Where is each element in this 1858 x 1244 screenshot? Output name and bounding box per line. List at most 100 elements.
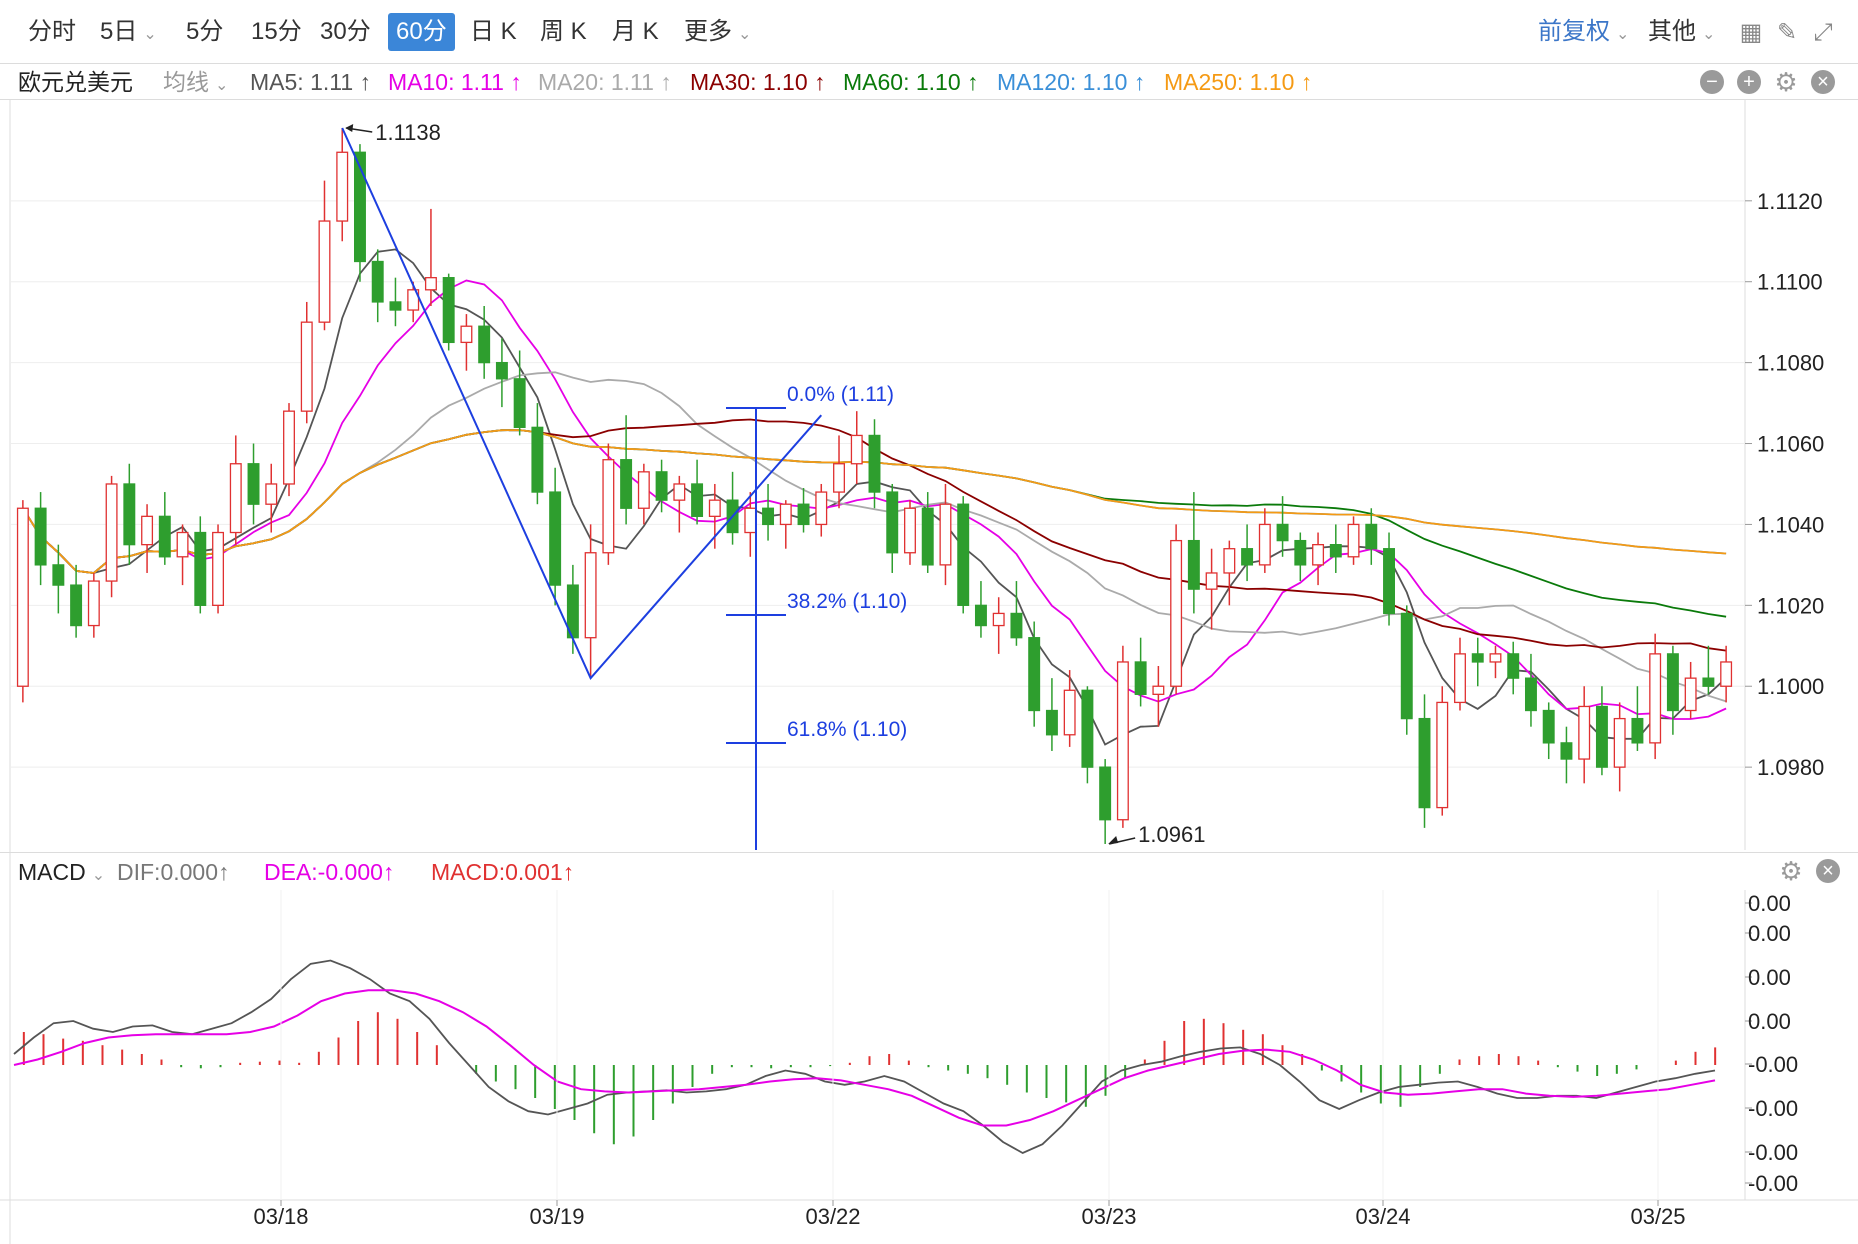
adjust-dropdown[interactable]: 前复权 ⌄ bbox=[1538, 13, 1629, 51]
candle-body bbox=[1702, 677, 1715, 687]
candle-body bbox=[1045, 709, 1058, 736]
price-tick-label: 1.1040 bbox=[1757, 512, 1824, 537]
candlestick-series bbox=[16, 128, 1733, 844]
macd-tick-label: -0.00 bbox=[1748, 1096, 1798, 1121]
low-arrow bbox=[1108, 837, 1136, 845]
candle-body bbox=[1152, 685, 1165, 695]
low-arrowhead bbox=[1108, 836, 1119, 844]
period-tab[interactable]: 30分 bbox=[312, 13, 379, 51]
candle-body bbox=[1631, 717, 1644, 744]
candle-body bbox=[1649, 653, 1662, 744]
candle-body bbox=[407, 289, 420, 311]
candle-body bbox=[549, 491, 562, 586]
ma-legend-item[interactable]: MA30: 1.10 ↑ bbox=[690, 69, 826, 95]
candle-body bbox=[1365, 523, 1378, 550]
candle-body bbox=[1276, 523, 1289, 542]
candle-body bbox=[1063, 689, 1076, 736]
candle-body bbox=[1099, 766, 1112, 821]
draw-pen-icon[interactable]: ✎ bbox=[1776, 19, 1798, 46]
candle-body bbox=[1436, 701, 1449, 809]
fib-level-label: 61.8% (1.10) bbox=[787, 718, 907, 741]
candle-body bbox=[229, 463, 242, 534]
candle-body bbox=[1294, 539, 1307, 566]
macd-settings-icon[interactable]: ⚙ bbox=[1779, 856, 1803, 886]
macd-legend-bar: MACD ⌄ DIF:0.000↑ DEA:-0.000↑ MACD:0.001↑ bbox=[0, 852, 1858, 890]
grid-icon[interactable]: ▦ bbox=[1739, 19, 1763, 46]
period-tab[interactable]: 周 K bbox=[532, 13, 595, 51]
candle-body bbox=[797, 503, 810, 526]
candle-body bbox=[939, 503, 952, 566]
zoom-in-icon[interactable]: + bbox=[1737, 70, 1761, 94]
gridlines bbox=[10, 200, 1745, 768]
chevron-down-icon: ⌄ bbox=[215, 77, 229, 94]
price-tick-label: 1.1080 bbox=[1757, 351, 1824, 376]
macd-tick-label: 0.00 bbox=[1748, 891, 1791, 916]
other-dropdown[interactable]: 其他 ⌄ bbox=[1648, 13, 1715, 51]
time-tick-label: 03/25 bbox=[1630, 1204, 1685, 1229]
period-tab-label: 分时 bbox=[28, 18, 76, 45]
candle-body bbox=[87, 580, 100, 627]
candle-body bbox=[1010, 612, 1023, 639]
candle-body bbox=[531, 426, 544, 493]
time-tick-label: 03/18 bbox=[253, 1204, 308, 1229]
ma-legend-bar: 欧元兑美元 均线 ⌄ MA5: 1.11 ↑ MA10: 1.11 ↑ MA20: 1… bbox=[0, 64, 1858, 100]
macd-title-label: MACD bbox=[18, 859, 86, 885]
high-label: 1.1138 bbox=[375, 120, 441, 145]
candle-body bbox=[1507, 653, 1520, 679]
ma-legend-item[interactable]: MA250: 1.10 ↑ bbox=[1164, 69, 1313, 95]
high-arrow bbox=[346, 127, 373, 133]
period-tab[interactable]: 15分 bbox=[243, 13, 310, 51]
ma5-line bbox=[22, 248, 1727, 746]
candle-body bbox=[1134, 661, 1147, 695]
chevron-down-icon: ⌄ bbox=[738, 26, 752, 43]
candle-body bbox=[1329, 544, 1342, 558]
dea-line bbox=[13, 989, 1716, 1127]
candle-body bbox=[1028, 637, 1041, 712]
candle-body bbox=[744, 507, 757, 534]
ma-legend-item[interactable]: MA60: 1.10 ↑ bbox=[843, 69, 979, 95]
ma20-line bbox=[22, 371, 1727, 703]
ma-legend-item[interactable]: MA120: 1.10 ↑ bbox=[997, 69, 1146, 95]
candle-body bbox=[1258, 523, 1271, 566]
macd-title[interactable]: MACD ⌄ bbox=[18, 853, 105, 895]
macd-close-icon[interactable]: × bbox=[1816, 859, 1840, 883]
period-tab-label: 5分 bbox=[186, 18, 224, 45]
ma-type-dropdown[interactable]: 均线 ⌄ bbox=[163, 64, 228, 104]
period-tab[interactable]: 5日 ⌄ bbox=[92, 13, 165, 51]
fullscreen-icon[interactable]: ⤢ bbox=[1813, 19, 1833, 46]
candle-body bbox=[424, 277, 437, 291]
ma-legend-item[interactable]: MA10: 1.11 ↑ bbox=[388, 69, 522, 95]
candle-body bbox=[1241, 548, 1254, 566]
period-tab[interactable]: 日 K bbox=[462, 13, 525, 51]
period-tab[interactable]: 分时 bbox=[20, 13, 84, 51]
ma-legend-item[interactable]: MA20: 1.11 ↑ bbox=[538, 69, 672, 95]
candle-body bbox=[495, 361, 508, 380]
ma30-line bbox=[22, 418, 1727, 652]
macd-tick-label: -0.00 bbox=[1748, 1140, 1798, 1165]
candle-body bbox=[1383, 548, 1395, 615]
candle-body bbox=[974, 604, 987, 627]
candle-body bbox=[70, 584, 83, 627]
chevron-down-icon: ⌄ bbox=[1702, 26, 1716, 43]
candle-body bbox=[141, 515, 154, 546]
ma-legend-item[interactable]: MA5: 1.11 ↑ bbox=[250, 69, 372, 95]
period-tab[interactable]: 更多 ⌄ bbox=[676, 13, 759, 51]
high-arrowhead bbox=[345, 124, 354, 132]
candle-body bbox=[1613, 717, 1626, 768]
candle-body bbox=[1347, 523, 1360, 558]
period-tab[interactable]: 60分 bbox=[388, 13, 455, 51]
period-tab-label: 月 K bbox=[612, 18, 659, 45]
period-tab[interactable]: 5分 bbox=[178, 13, 231, 51]
ma120-line bbox=[22, 429, 1727, 574]
macd-tick-label: 0.00 bbox=[1748, 1009, 1791, 1034]
candle-body bbox=[158, 515, 171, 558]
close-icon[interactable]: × bbox=[1811, 70, 1835, 94]
moving-average-lines bbox=[22, 248, 1727, 746]
candle-body bbox=[620, 459, 633, 509]
zoom-out-icon[interactable]: − bbox=[1700, 70, 1724, 94]
period-tab[interactable]: 月 K bbox=[604, 13, 667, 51]
candle-body bbox=[1720, 661, 1733, 687]
settings-gear-icon[interactable]: ⚙ bbox=[1774, 67, 1798, 97]
period-tab-label: 60分 bbox=[396, 18, 447, 45]
candle-body bbox=[1454, 653, 1466, 704]
